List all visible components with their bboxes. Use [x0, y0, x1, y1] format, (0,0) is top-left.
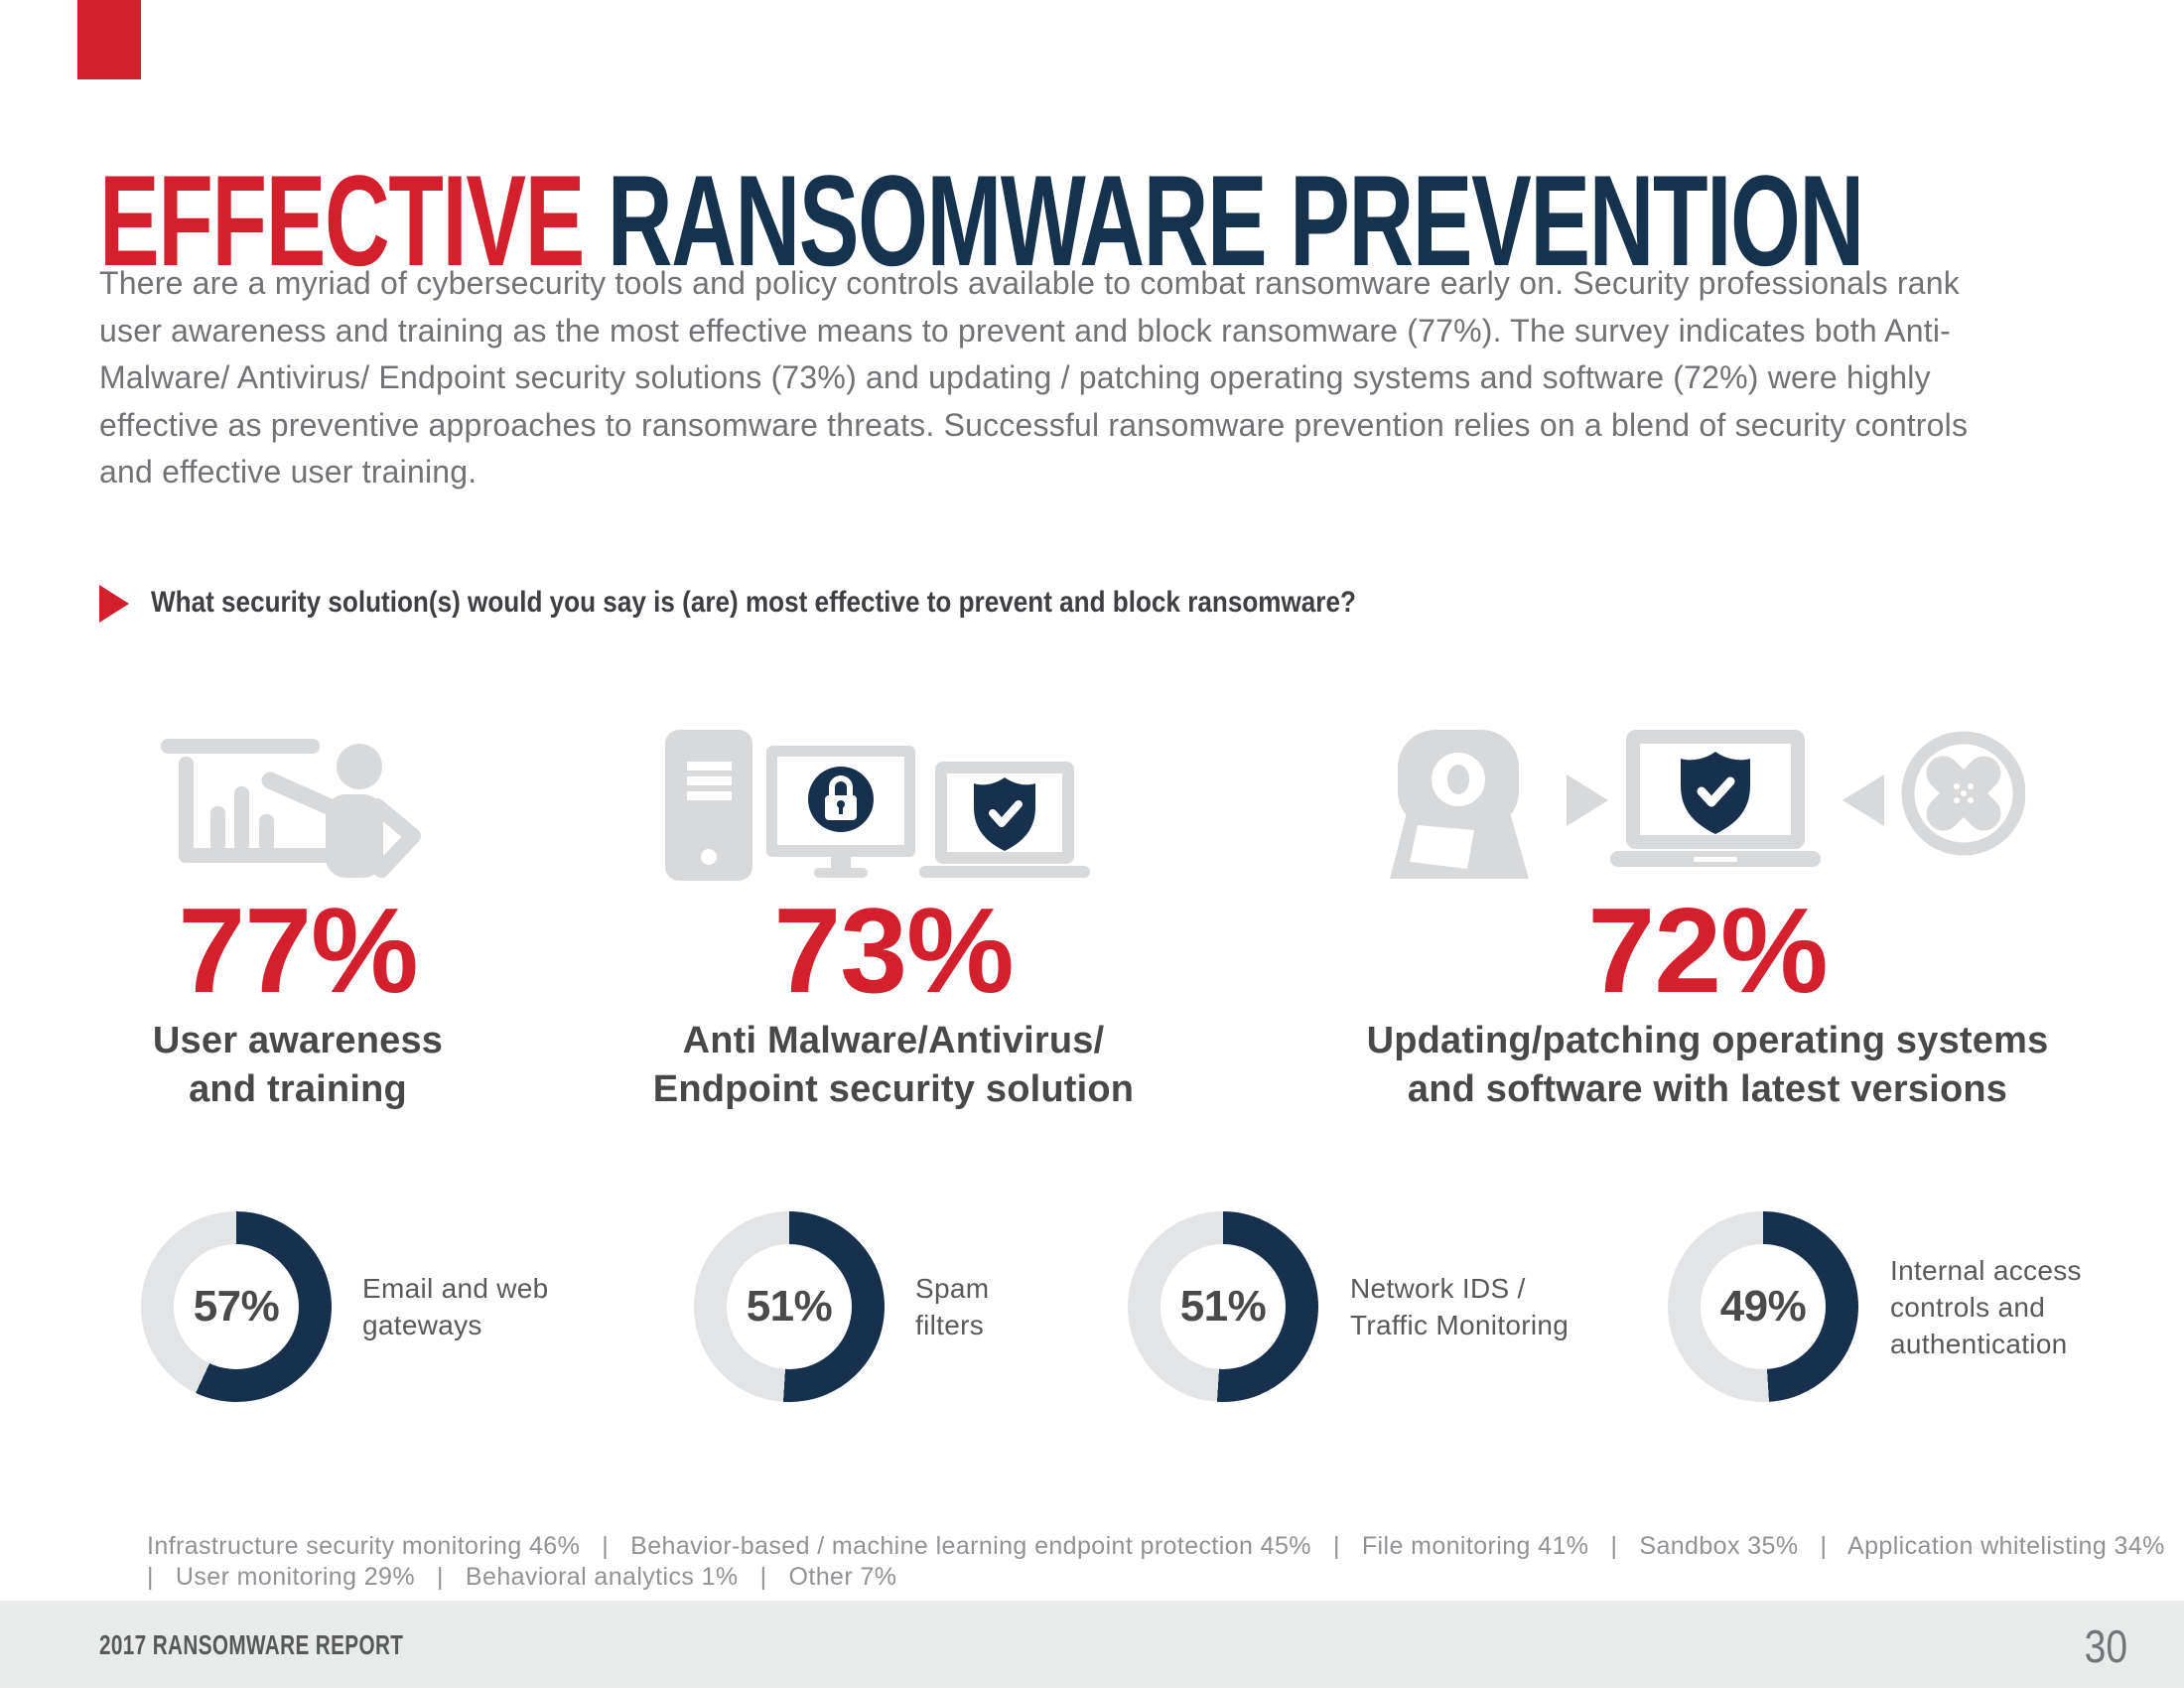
donut-percent: 51%	[1179, 1282, 1267, 1331]
camera-laptop-patch-icon	[1261, 721, 2154, 890]
stat-value: 73%	[773, 883, 1014, 1018]
donut-network-ids: 51%	[1128, 1211, 1318, 1402]
donut-label-network-ids: Network IDS / Traffic Monitoring	[1350, 1273, 1570, 1340]
intro-paragraph: There are a myriad of cybersecurity tool…	[99, 260, 1968, 496]
donut-percent: 51%	[746, 1282, 833, 1331]
stat-value: 72%	[1587, 883, 1828, 1018]
donut-label-internal-access: Internal access controls and authenticat…	[1890, 1254, 2082, 1359]
intro-line: There are a myriad of cybersecurity tool…	[99, 265, 1960, 301]
stat-label: User awareness and training	[152, 1020, 444, 1110]
intro-line: Malware/ Antivirus/ Endpoint security so…	[99, 359, 1931, 395]
donut-email-web-gateways: 57%	[141, 1211, 332, 1402]
donut-label-spam-filters: Spam filters	[915, 1273, 990, 1340]
stat-updating-patching: 72% Updating/patching operating systems …	[1261, 721, 2154, 1114]
intro-line: user awareness and training as the most …	[99, 312, 1951, 349]
stat-anti-malware: 73% Anti Malware/Antivirus/ Endpoint sec…	[546, 721, 1241, 1114]
page-title-rest: RANSOMWARE PREVENTION	[607, 148, 1864, 294]
footer-report-title: 2017 RANSOMWARE REPORT	[99, 1629, 404, 1660]
presentation-trainer-icon	[0, 721, 596, 890]
question-arrow-icon	[99, 585, 129, 623]
stat-label: Anti Malware/Antivirus/ Endpoint securit…	[652, 1020, 1135, 1110]
intro-line: and effective user training.	[99, 454, 478, 490]
desktop-lock-shield-icon	[546, 721, 1241, 890]
page-title: EFFECTIVE RANSOMWARE PREVENTION	[99, 148, 1864, 294]
stat-value: 77%	[178, 883, 418, 1018]
red-corner-mark	[77, 0, 141, 79]
footer-page-number: 30	[2084, 1620, 2127, 1672]
donut-percent: 57%	[193, 1282, 280, 1331]
donut-percent: 49%	[1719, 1282, 1807, 1331]
donut-internal-access: 49%	[1668, 1211, 1858, 1402]
footnote-stats: Infrastructure security monitoring 46% |…	[147, 1532, 2165, 1591]
survey-question: What security solution(s) would you say …	[151, 586, 1356, 619]
donut-spam-filters: 51%	[694, 1211, 885, 1402]
stat-label: Updating/patching operating systems and …	[1366, 1020, 2049, 1110]
footer-bar	[0, 1601, 2184, 1688]
page-title-highlight: EFFECTIVE	[99, 148, 608, 294]
stat-user-awareness: 77% User awareness and training	[0, 721, 596, 1114]
donut-label-email-web-gateways: Email and web gateways	[362, 1273, 549, 1340]
intro-line: effective as preventive approaches to ra…	[99, 406, 1969, 443]
